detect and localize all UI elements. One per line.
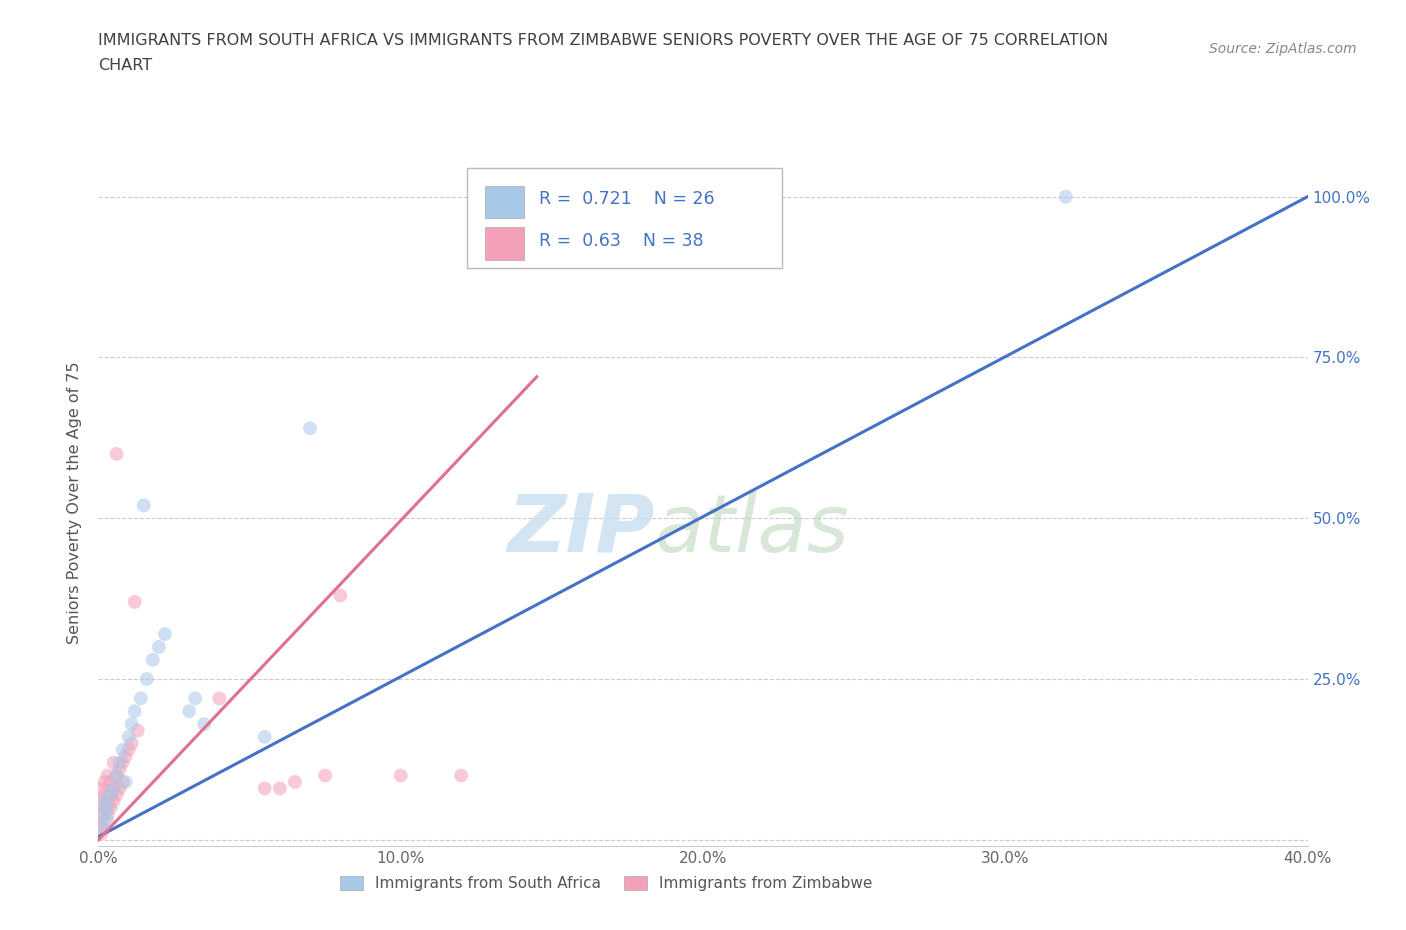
Point (253, 729, 276, 744)
Point (111, 755, 134, 770)
Point (179, 704, 201, 719)
Point (114, 775, 136, 790)
Point (124, 594, 146, 609)
Point (96, 768, 118, 783)
Point (103, 781, 125, 796)
Point (208, 691, 231, 706)
Point (93, 775, 115, 790)
Point (108, 762, 131, 777)
Point (90, 806, 112, 821)
Point (314, 768, 336, 783)
Text: R =  0.721    N = 26: R = 0.721 N = 26 (538, 191, 714, 208)
Point (153, 627, 176, 642)
Point (121, 717, 143, 732)
Point (93, 794, 115, 809)
Point (90, 819, 112, 834)
FancyBboxPatch shape (467, 168, 782, 268)
Point (114, 749, 136, 764)
Point (389, 768, 412, 783)
Point (108, 781, 131, 796)
Point (93, 801, 115, 816)
FancyBboxPatch shape (485, 186, 524, 219)
Point (105, 768, 128, 783)
Point (108, 755, 131, 770)
Point (121, 736, 143, 751)
Point (329, 588, 352, 603)
Point (253, 781, 276, 796)
Point (100, 775, 122, 790)
Point (105, 768, 128, 783)
Text: Source: ZipAtlas.com: Source: ZipAtlas.com (1209, 42, 1357, 56)
Point (118, 742, 141, 757)
Point (450, 768, 472, 783)
Point (269, 781, 291, 796)
Point (105, 788, 128, 803)
Point (90, 794, 112, 809)
Point (103, 781, 125, 796)
Point (299, 420, 322, 435)
Text: IMMIGRANTS FROM SOUTH AFRICA VS IMMIGRANTS FROM ZIMBABWE SENIORS POVERTY OVER TH: IMMIGRANTS FROM SOUTH AFRICA VS IMMIGRAN… (98, 33, 1108, 47)
Point (129, 691, 152, 706)
Text: R =  0.63    N = 38: R = 0.63 N = 38 (538, 232, 703, 249)
Point (124, 704, 146, 719)
Point (1054, 189, 1077, 204)
Text: CHART: CHART (98, 58, 152, 73)
Point (284, 775, 307, 790)
Point (100, 788, 122, 803)
Point (132, 498, 155, 512)
Text: atlas: atlas (655, 491, 849, 569)
Point (105, 446, 128, 461)
Point (93, 813, 115, 828)
Point (111, 742, 134, 757)
Point (96, 794, 118, 809)
Point (127, 724, 149, 738)
Y-axis label: Seniors Poverty Over the Age of 75: Seniors Poverty Over the Age of 75 (67, 361, 83, 644)
Point (90, 826, 112, 841)
Point (148, 640, 170, 655)
Point (96, 801, 118, 816)
Text: ZIP: ZIP (508, 491, 655, 569)
Point (193, 717, 215, 732)
Point (100, 788, 122, 803)
Point (90, 781, 112, 796)
Point (142, 652, 165, 667)
Legend: Immigrants from South Africa, Immigrants from Zimbabwe: Immigrants from South Africa, Immigrants… (333, 870, 879, 897)
Point (100, 801, 122, 816)
Point (90, 819, 112, 834)
Point (96, 806, 118, 821)
Point (184, 691, 207, 706)
Point (93, 788, 115, 803)
Point (103, 755, 125, 770)
Point (103, 794, 125, 809)
Point (111, 775, 134, 790)
Point (135, 671, 157, 686)
Point (93, 806, 115, 821)
Point (96, 813, 118, 828)
Point (118, 729, 141, 744)
FancyBboxPatch shape (485, 228, 524, 259)
